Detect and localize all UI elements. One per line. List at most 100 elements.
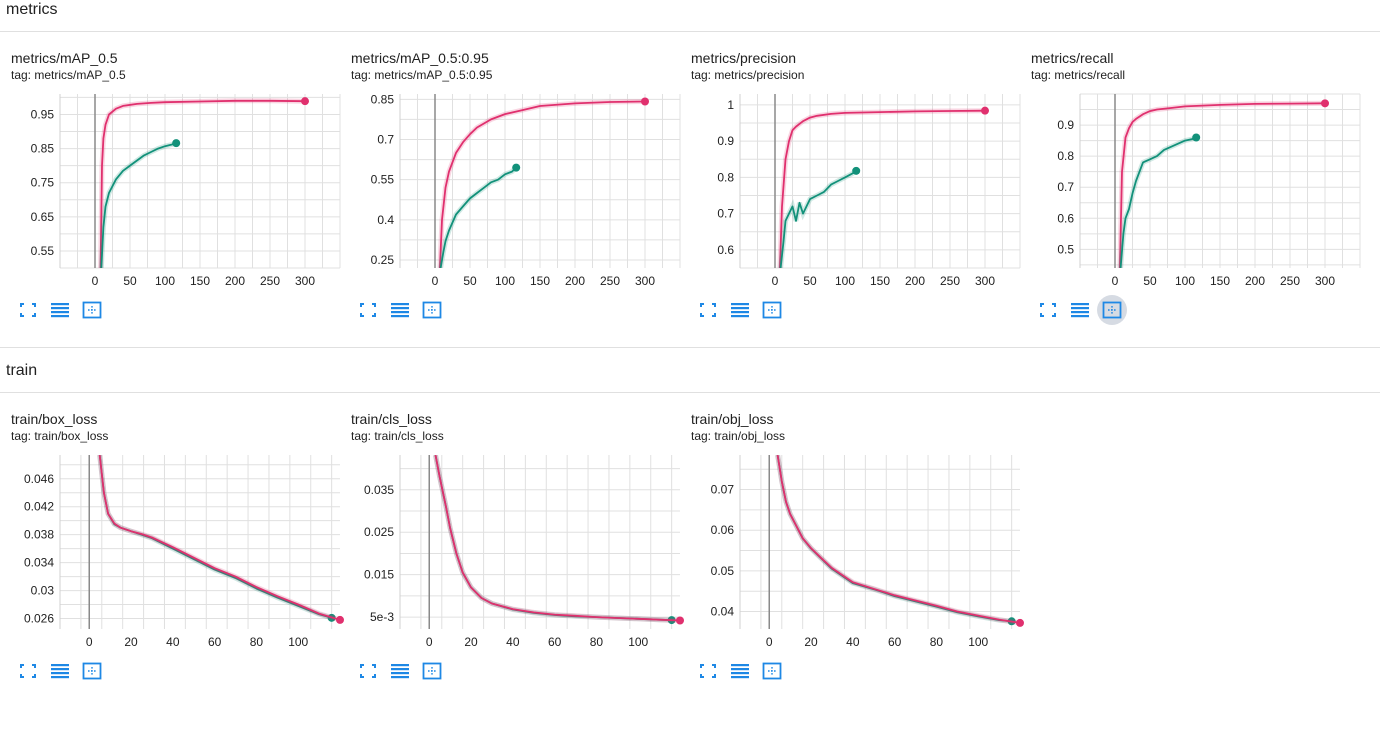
x-tick-label: 250 [600, 274, 620, 288]
series-line [779, 109, 986, 268]
y-tick-label: 1 [727, 98, 734, 112]
fullscreen-button[interactable] [14, 297, 42, 323]
y-tick-label: 0.9 [717, 134, 734, 148]
toggle-log-icon [390, 662, 410, 680]
x-tick-label: 200 [565, 274, 585, 288]
fit-domain-button[interactable] [78, 658, 106, 684]
x-tick-label: 100 [155, 274, 175, 288]
series-line [98, 455, 340, 621]
x-tick-label: 150 [1210, 274, 1230, 288]
chart-title: metrics/precision [691, 50, 797, 66]
y-tick-label: 0.038 [24, 528, 54, 542]
fit-domain-icon [82, 301, 102, 319]
toggle-log-scale-button[interactable] [726, 297, 754, 323]
section-divider [0, 392, 1380, 393]
fit-domain-button[interactable] [418, 297, 446, 323]
fit-domain-button[interactable] [1097, 295, 1127, 325]
chart-card: train/box_loss tag: train/box_loss 0.026 0.… [0, 411, 344, 751]
x-tick-label: 20 [804, 635, 818, 649]
x-tick-label: 40 [506, 635, 520, 649]
x-tick-label: 200 [1245, 274, 1265, 288]
section-header-metrics[interactable]: metrics [0, 0, 1380, 22]
x-tick-label: 0 [772, 274, 779, 288]
chart-title: train/obj_loss [691, 411, 774, 427]
y-tick-label: 0.8 [1057, 149, 1074, 163]
y-tick-label: 0.8 [717, 170, 734, 184]
x-tick-label: 150 [870, 274, 890, 288]
y-tick-label: 0.5 [1057, 242, 1074, 256]
line-chart[interactable]: 0.5 0.6 0.7 0.8 0.9 0 50 100 150 200 250 300 [1020, 50, 1361, 300]
y-tick-label: 0.025 [364, 525, 394, 539]
series-raw-line [437, 99, 646, 268]
chart-tag: tag: train/obj_loss [691, 429, 786, 443]
y-tick-label: 0.042 [24, 500, 54, 514]
x-tick-label: 100 [495, 274, 515, 288]
fullscreen-button[interactable] [694, 297, 722, 323]
y-tick-label: 0.015 [364, 568, 394, 582]
y-tick-label: 0.25 [371, 253, 395, 267]
series-line [776, 455, 1020, 624]
line-chart[interactable]: 0.04 0.05 0.06 0.07 0 20 40 60 80 100 [680, 411, 1024, 661]
series-raw-line [433, 455, 672, 623]
y-tick-label: 0.046 [24, 472, 54, 486]
toggle-log-scale-button[interactable] [46, 658, 74, 684]
y-tick-label: 0.034 [24, 556, 54, 570]
fullscreen-button[interactable] [14, 658, 42, 684]
x-tick-label: 20 [464, 635, 478, 649]
toggle-log-icon [730, 301, 750, 319]
x-tick-label: 80 [250, 635, 264, 649]
series-end-point [981, 106, 989, 115]
x-tick-label: 40 [166, 635, 180, 649]
fullscreen-button[interactable] [694, 658, 722, 684]
x-tick-label: 150 [190, 274, 210, 288]
fullscreen-icon [358, 662, 378, 680]
line-chart[interactable]: 0.25 0.4 0.55 0.7 0.85 0 50 100 150 200 250 300 [340, 50, 681, 300]
line-chart[interactable]: 0.026 0.03 0.034 0.038 0.042 0.046 0 20 40 60 80 10… [0, 411, 344, 661]
line-chart[interactable]: 0.55 0.65 0.75 0.85 0.95 0 50 100 150 200 250 300 [0, 50, 341, 300]
toggle-log-scale-button[interactable] [726, 658, 754, 684]
toggle-log-scale-button[interactable] [1066, 297, 1094, 323]
y-tick-label: 0.05 [711, 564, 735, 578]
fit-domain-button[interactable] [758, 297, 786, 323]
series-raw-line [98, 98, 306, 268]
x-tick-label: 0 [426, 635, 433, 649]
x-tick-label: 20 [124, 635, 138, 649]
series-line [98, 455, 332, 619]
x-tick-label: 40 [846, 635, 860, 649]
fullscreen-icon [1038, 301, 1058, 319]
chart-tag: tag: metrics/precision [691, 68, 805, 82]
x-tick-label: 250 [940, 274, 960, 288]
line-chart[interactable]: 5e-3 0.015 0.025 0.035 0 20 40 60 80 100 [340, 411, 684, 661]
line-chart[interactable]: 0.6 0.7 0.8 0.9 1 0 50 100 150 200 250 300 [680, 50, 1021, 300]
chart-title: train/cls_loss [351, 411, 432, 427]
toggle-log-scale-button[interactable] [386, 658, 414, 684]
fullscreen-button[interactable] [354, 297, 382, 323]
y-tick-label: 0.7 [377, 133, 394, 147]
toggle-log-scale-button[interactable] [386, 297, 414, 323]
series-end-point [1321, 99, 1329, 108]
chart-title: metrics/recall [1031, 50, 1114, 66]
y-tick-label: 0.7 [1057, 180, 1074, 194]
y-tick-label: 0.4 [377, 213, 394, 227]
fit-domain-icon [422, 301, 442, 319]
fullscreen-icon [18, 301, 38, 319]
x-tick-label: 100 [1175, 274, 1195, 288]
toggle-log-scale-button[interactable] [46, 297, 74, 323]
fit-domain-button[interactable] [758, 658, 786, 684]
fullscreen-button[interactable] [1034, 297, 1062, 323]
chart-title: train/box_loss [11, 411, 98, 427]
chart-card: train/cls_loss tag: train/cls_loss 5e-3 0.0… [340, 411, 684, 751]
chart-title: metrics/mAP_0.5:0.95 [351, 50, 489, 66]
fit-domain-button[interactable] [418, 658, 446, 684]
fullscreen-button[interactable] [354, 658, 382, 684]
x-tick-label: 100 [835, 274, 855, 288]
fit-domain-icon [422, 662, 442, 680]
fit-domain-button[interactable] [78, 297, 106, 323]
series-end-point [676, 616, 684, 625]
y-tick-label: 5e-3 [370, 610, 394, 624]
section-title: train [6, 362, 38, 379]
series-end-point [1192, 133, 1201, 142]
x-tick-label: 100 [628, 635, 648, 649]
section-header-train[interactable]: train [0, 361, 1380, 383]
chart-tag: tag: metrics/mAP_0.5:0.95 [351, 68, 493, 82]
